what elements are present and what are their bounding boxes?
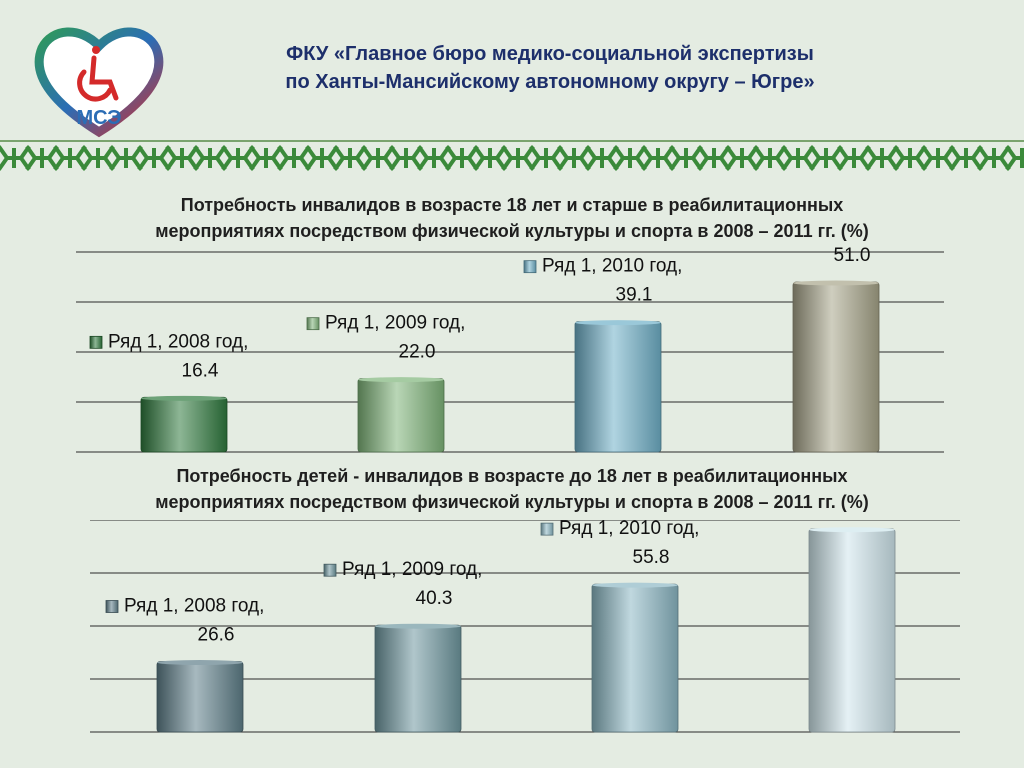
data-label-series: Ряд 1, 2009 год, bbox=[342, 559, 482, 580]
ornament-segment bbox=[25, 145, 59, 171]
data-label-value: 16.4 bbox=[182, 360, 219, 381]
ornament-segment bbox=[305, 145, 339, 171]
ornament-segment bbox=[501, 145, 535, 171]
data-label-series: Ряд 1, 2009 год, bbox=[325, 313, 465, 334]
ornament-segment bbox=[921, 145, 955, 171]
chart1-title-line1: Потребность инвалидов в возрасте 18 лет … bbox=[180, 195, 844, 215]
ornament-segment bbox=[221, 145, 255, 171]
bar-top bbox=[157, 660, 243, 666]
ornament-segment bbox=[165, 145, 199, 171]
bar-top bbox=[592, 582, 678, 588]
data-label-value: 51.0 bbox=[834, 245, 871, 266]
chart1-title-line2: мероприятиях посредством физической куль… bbox=[155, 221, 869, 241]
ornament-segment bbox=[361, 145, 395, 171]
chart2: Ряд 1, 2008 год, 26.6 Ряд 1, 2009 год, 40.3… bbox=[90, 520, 960, 733]
bar-top bbox=[809, 527, 895, 533]
page-header: ФКУ «Главное бюро медико-социальной эксп… bbox=[200, 40, 900, 96]
ornament-segment bbox=[613, 145, 647, 171]
legend-key-icon bbox=[89, 335, 103, 349]
ornament-band bbox=[0, 145, 1024, 171]
data-label-value: 40.3 bbox=[416, 588, 453, 609]
ornament-segment bbox=[837, 145, 871, 171]
bar bbox=[357, 378, 445, 453]
ornament-segment bbox=[865, 145, 899, 171]
ornament-segment bbox=[529, 145, 563, 171]
ornament-segment bbox=[109, 145, 143, 171]
bar bbox=[808, 528, 896, 733]
legend-key-icon bbox=[105, 600, 119, 613]
header-title-line1: ФКУ «Главное бюро медико-социальной эксп… bbox=[286, 43, 814, 65]
ornament-segment bbox=[669, 145, 703, 171]
ornament-segment bbox=[893, 145, 927, 171]
bar-top bbox=[358, 377, 444, 383]
chart1: Ряд 1, 2008 год, 16.4 Ряд 1, 2009 год, 22.0… bbox=[76, 245, 944, 453]
bar bbox=[140, 396, 228, 453]
ornament-segment bbox=[753, 145, 787, 171]
legend-key-icon bbox=[540, 522, 554, 536]
chart2-title-line1: Потребность детей - инвалидов в возрасте… bbox=[176, 466, 848, 486]
data-label-value: 55.8 bbox=[633, 547, 670, 568]
bar bbox=[591, 583, 679, 733]
mse-logo: МСЭ bbox=[34, 27, 164, 138]
data-label-value: 39.1 bbox=[616, 285, 653, 306]
ornament-segment bbox=[781, 145, 815, 171]
logo-text: МСЭ bbox=[76, 107, 121, 129]
ornament-segment bbox=[641, 145, 675, 171]
ornament-segment bbox=[473, 145, 507, 171]
chart2-title-line2: мероприятиях посредством физической куль… bbox=[155, 492, 869, 512]
data-label-series: Ряд 1, 2010 год, bbox=[542, 256, 682, 277]
ornament-segment bbox=[333, 145, 367, 171]
ornament-segment bbox=[193, 145, 227, 171]
ornament-segment bbox=[81, 145, 115, 171]
chart1-title: Потребность инвалидов в возрасте 18 лет … bbox=[0, 192, 1024, 244]
ornament-segment bbox=[249, 145, 283, 171]
data-label-value: 26.6 bbox=[198, 625, 235, 646]
wheelchair-icon bbox=[77, 46, 119, 102]
legend-key-icon bbox=[323, 563, 337, 577]
legend-key-icon bbox=[523, 260, 537, 274]
ornament-segment bbox=[809, 145, 843, 171]
ornament-segment bbox=[53, 145, 87, 171]
ornament-segment bbox=[977, 145, 1011, 171]
bar bbox=[792, 281, 880, 453]
bar bbox=[374, 624, 462, 733]
data-label-series: Ряд 1, 2008 год, bbox=[108, 331, 248, 352]
bar bbox=[574, 321, 662, 453]
bar-top bbox=[793, 280, 879, 286]
header-divider bbox=[0, 140, 1024, 142]
ornament-segment bbox=[1005, 145, 1024, 171]
ornament-segment bbox=[585, 145, 619, 171]
bar-top bbox=[141, 395, 227, 401]
ornament-segment bbox=[697, 145, 731, 171]
ornament-segment bbox=[137, 145, 171, 171]
data-label-series: Ряд 1, 2008 год, bbox=[124, 596, 264, 617]
chart2-title: Потребность детей - инвалидов в возрасте… bbox=[0, 463, 1024, 515]
ornament-segment bbox=[725, 145, 759, 171]
data-label-series: Ряд 1, 2010 год, bbox=[559, 520, 699, 539]
ornament-segment bbox=[557, 145, 591, 171]
ornament-segment bbox=[445, 145, 479, 171]
ornament-segment bbox=[389, 145, 423, 171]
ornament-segment bbox=[0, 145, 31, 171]
ornament-segment bbox=[277, 145, 311, 171]
bar-top bbox=[575, 320, 661, 326]
legend-key-icon bbox=[306, 317, 320, 331]
ornament-segment bbox=[417, 145, 451, 171]
bar bbox=[156, 661, 244, 733]
header-title-line2: по Ханты-Мансийскому автономному округу … bbox=[285, 71, 815, 93]
bar-top bbox=[375, 623, 461, 629]
data-label-value: 22.0 bbox=[399, 342, 436, 363]
ornament-segment bbox=[949, 145, 983, 171]
